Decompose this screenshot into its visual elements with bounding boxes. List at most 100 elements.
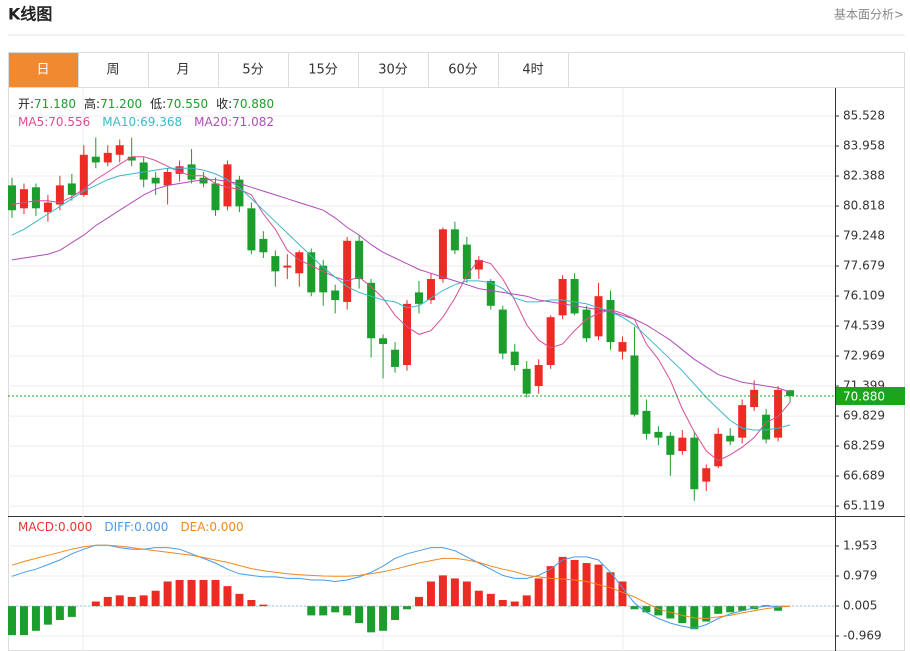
candle-body xyxy=(774,389,783,438)
legend-name: DEA: xyxy=(180,520,209,534)
candle-body xyxy=(199,177,208,184)
y-tick-label: 0.005 xyxy=(843,598,877,612)
fundamental-link[interactable]: 基本面分析> xyxy=(834,8,904,22)
candle-body xyxy=(211,183,220,211)
candle-body xyxy=(283,265,292,268)
candle-body xyxy=(462,244,471,280)
legend: MA5:70.556 MA10:69.368 MA20:71.082 xyxy=(18,115,274,129)
macd-bar xyxy=(151,590,160,607)
macd-bar xyxy=(175,579,184,607)
candle-body xyxy=(223,164,232,207)
candle-body xyxy=(151,177,160,184)
candle-body xyxy=(343,240,352,302)
tab[interactable] xyxy=(288,52,359,88)
candle-body xyxy=(307,252,316,293)
y-tick-label: 77.679 xyxy=(843,259,885,273)
macd-bar xyxy=(391,606,400,621)
quote-name: 高: xyxy=(84,96,100,111)
macd-bar xyxy=(127,596,136,607)
macd-bar xyxy=(654,606,663,616)
candle-body xyxy=(678,437,687,452)
macd-bar xyxy=(199,579,208,607)
candle-body xyxy=(522,368,531,394)
macd-bar xyxy=(582,563,591,607)
macd-bar xyxy=(403,606,412,610)
macd-bar xyxy=(379,606,388,631)
macd-bar xyxy=(726,606,735,613)
candle-body xyxy=(642,410,651,434)
macd-bar xyxy=(8,606,16,636)
tab[interactable] xyxy=(218,52,289,88)
macd-bar xyxy=(67,606,76,617)
quote-value: 70.550 xyxy=(166,97,208,111)
candle-body xyxy=(606,300,615,343)
legend-name: MA20: xyxy=(194,115,232,129)
macd-bar xyxy=(103,596,112,607)
quote-value: 71.180 xyxy=(34,97,76,111)
candle-body xyxy=(295,252,304,274)
y-tick-label: -0.969 xyxy=(843,628,882,642)
tab[interactable] xyxy=(148,52,219,88)
candle-body xyxy=(391,349,400,367)
tab-label[interactable]: 15分 xyxy=(308,63,338,78)
candle-body xyxy=(91,156,100,163)
macd-bar xyxy=(235,593,244,607)
quote-value: 71.200 xyxy=(100,97,142,111)
candle-body xyxy=(702,468,711,482)
legend-value: 0.000 xyxy=(134,520,168,534)
macd-bar xyxy=(774,606,783,611)
y-tick-label: 65.119 xyxy=(843,499,885,513)
macd-bar xyxy=(19,606,28,636)
tab-label[interactable]: 30分 xyxy=(378,63,408,78)
macd-bar xyxy=(163,581,172,607)
candle-body xyxy=(115,145,124,155)
candle-body xyxy=(666,435,675,455)
tab[interactable] xyxy=(498,52,569,88)
y-tick-label: 83.958 xyxy=(843,139,885,153)
candle-body xyxy=(738,405,747,438)
ma-line xyxy=(11,167,791,431)
legend-value: 69.368 xyxy=(140,115,182,129)
tab-label[interactable]: 60分 xyxy=(448,63,478,78)
tab-label[interactable]: 5分 xyxy=(242,63,263,78)
tab-label[interactable]: 周 xyxy=(106,63,119,78)
candle-body xyxy=(379,338,388,344)
y-tick-label: 74.539 xyxy=(843,319,885,333)
macd-line xyxy=(11,544,791,620)
y-tick-label: 1.953 xyxy=(843,538,877,552)
candle-body xyxy=(331,290,340,301)
candle-body xyxy=(750,389,759,408)
candle-body xyxy=(67,183,76,195)
macd-bar xyxy=(139,595,148,607)
candle-body xyxy=(570,279,579,314)
y-tick-label: 80.818 xyxy=(843,199,885,213)
page-title: K线图 xyxy=(8,5,52,24)
tab[interactable] xyxy=(8,52,79,88)
macd-bar xyxy=(642,606,651,613)
tab-label[interactable]: 月 xyxy=(176,63,189,78)
candle-body xyxy=(414,292,423,304)
macd-bar xyxy=(355,606,364,624)
candle-body xyxy=(55,185,64,205)
tab[interactable] xyxy=(358,52,429,88)
macd-bar xyxy=(486,593,495,607)
y-tick-label: 72.969 xyxy=(843,349,885,363)
tab-label[interactable]: 日 xyxy=(36,63,49,78)
macd-bar xyxy=(247,599,256,607)
macd-bar xyxy=(223,586,232,607)
macd-bar xyxy=(438,575,447,607)
y-tick-label: 82.388 xyxy=(843,169,885,183)
y-tick-label: 85.528 xyxy=(843,109,885,123)
price-tag xyxy=(836,386,905,405)
tab[interactable] xyxy=(78,52,149,88)
macd-bar xyxy=(115,595,124,607)
macd-bar xyxy=(414,596,423,607)
candle-body xyxy=(630,355,639,415)
candle-body xyxy=(247,208,256,251)
tab-label[interactable]: 4时 xyxy=(522,63,543,78)
candle-body xyxy=(319,265,328,293)
macd-bar xyxy=(474,590,483,607)
price-tag-label: 70.880 xyxy=(843,389,885,403)
